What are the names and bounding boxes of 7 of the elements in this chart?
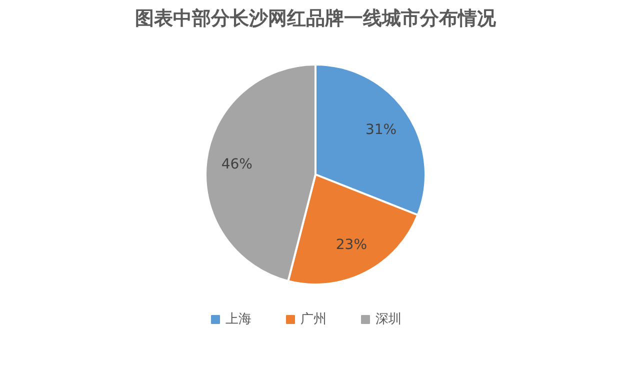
data-label: 23% (336, 237, 368, 254)
legend-label: 深圳 (376, 312, 402, 327)
data-label: 46% (221, 156, 252, 173)
chart-title: 图表中部分长沙网红品牌一线城市分布情况 (135, 8, 497, 30)
legend-label: 广州 (300, 312, 326, 327)
legend-label: 上海 (226, 312, 252, 327)
data-label: 31% (365, 122, 397, 138)
